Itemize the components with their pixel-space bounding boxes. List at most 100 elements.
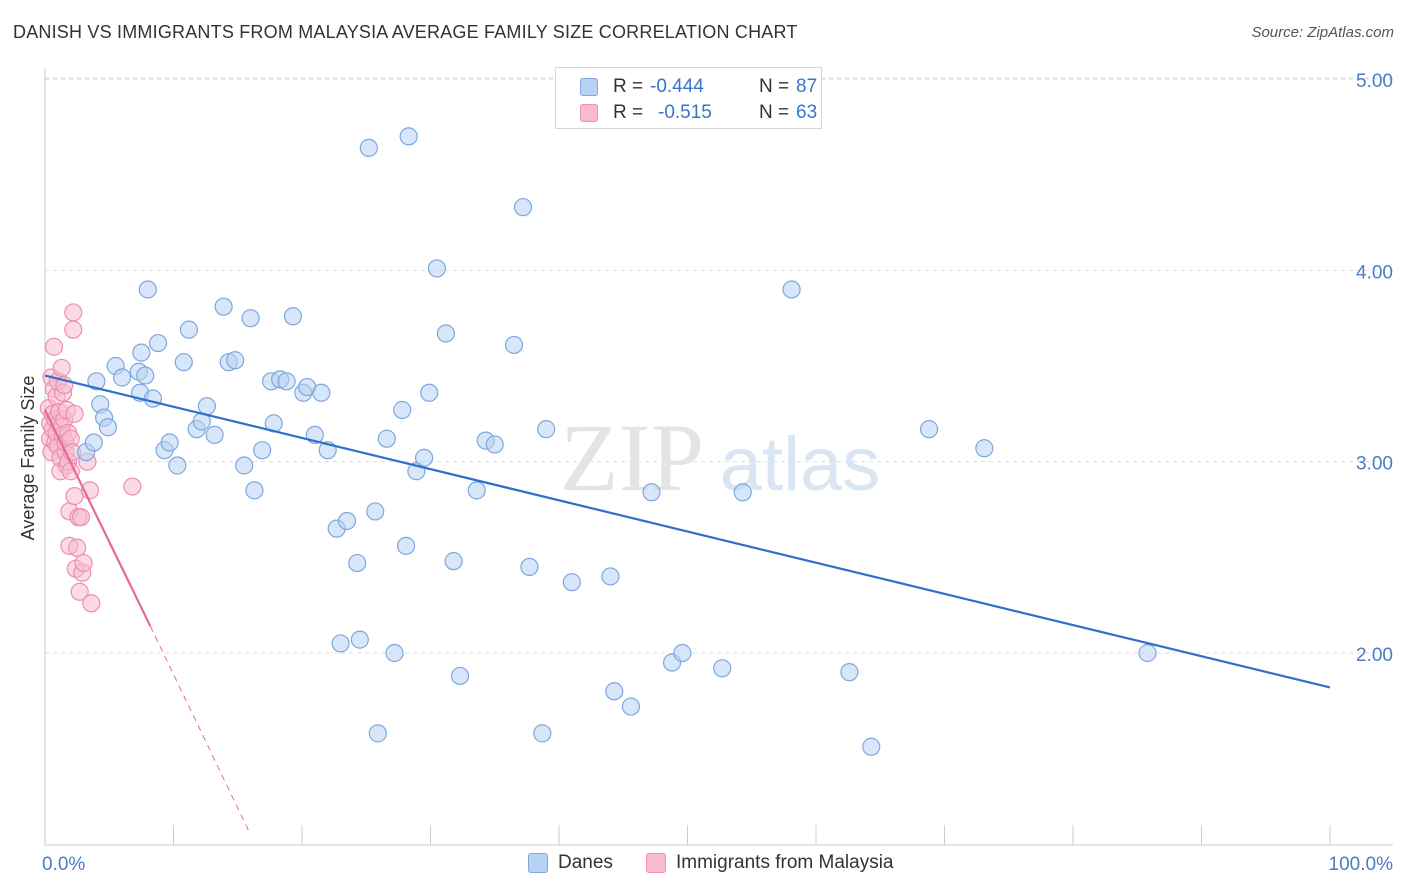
malaysia-point xyxy=(52,358,71,378)
danes-point xyxy=(385,643,404,663)
danes-point xyxy=(621,697,641,716)
danes-point xyxy=(337,511,357,531)
danes-point xyxy=(283,307,303,326)
danes-point xyxy=(331,634,350,653)
malaysia-trend-line xyxy=(44,409,152,627)
grid-layer xyxy=(45,77,1393,654)
danes-point xyxy=(312,383,331,402)
danes-point xyxy=(840,663,859,682)
danes-point xyxy=(226,351,245,370)
danes-point xyxy=(197,397,217,416)
danes-point xyxy=(214,297,233,316)
danes-point xyxy=(366,502,385,521)
danes-point xyxy=(444,552,463,571)
danes-trend-line xyxy=(44,374,1331,689)
malaysia-points xyxy=(39,303,142,613)
danes-point xyxy=(436,324,456,343)
danes-point xyxy=(450,666,470,686)
danes-point xyxy=(205,425,224,444)
danes-point xyxy=(782,280,801,299)
correlation-legend: R = -0.444 N = 87 R = -0.515 N = 63 xyxy=(555,67,822,129)
danes-point xyxy=(862,737,881,756)
danes-point xyxy=(537,420,556,439)
danes-point xyxy=(420,383,439,402)
malaysia-legend-swatch xyxy=(646,853,666,873)
danes-point xyxy=(513,198,533,217)
danes-point xyxy=(485,435,504,454)
malaysia-point xyxy=(65,487,84,506)
danes-point xyxy=(174,353,193,372)
danes-r-value: -0.444 xyxy=(650,76,704,97)
danes-point xyxy=(467,481,486,500)
danes-point xyxy=(562,573,581,592)
danes-point xyxy=(733,483,752,502)
watermark: ZIP atlas xyxy=(560,404,880,511)
danes-point xyxy=(396,536,416,555)
y-tick-label: 5.00 xyxy=(1356,71,1393,92)
danes-point xyxy=(179,320,199,339)
malaysia-point xyxy=(123,477,142,496)
danes-point xyxy=(713,659,732,678)
danes-point xyxy=(98,418,118,437)
malaysia-point xyxy=(65,404,84,423)
danes-legend-swatch xyxy=(528,853,548,873)
danes-point xyxy=(368,724,387,743)
danes-point xyxy=(377,429,396,448)
chart-source: Source: ZipAtlas.com xyxy=(1251,24,1394,41)
danes-point xyxy=(148,333,168,353)
danes-point xyxy=(504,335,524,355)
malaysia-point xyxy=(70,582,89,601)
danes-point xyxy=(414,448,434,467)
danes-swatch xyxy=(580,78,598,96)
danes-point xyxy=(84,433,103,452)
x-tick-label-max: 100.0% xyxy=(1329,854,1394,875)
n-label: N = xyxy=(759,102,790,123)
danes-point xyxy=(277,372,296,391)
malaysia-point xyxy=(74,553,93,573)
danes-point xyxy=(533,724,552,743)
danes-point xyxy=(350,630,369,649)
axis-labels: 2.00 3.00 4.00 5.00 0.0% 100.0% Average Family… xyxy=(18,71,1393,875)
malaysia-legend-label: Immigrants from Malaysia xyxy=(676,852,894,873)
y-axis-label: Average Family Size xyxy=(18,376,38,541)
danes-point xyxy=(393,400,412,420)
danes-legend-label: Danes xyxy=(558,852,613,873)
y-tick-label: 3.00 xyxy=(1356,454,1393,475)
danes-point xyxy=(168,456,187,475)
watermark-zip: ZIP xyxy=(560,404,704,511)
danes-point xyxy=(112,368,132,387)
danes-point xyxy=(975,439,994,458)
malaysia-n-value: 63 xyxy=(796,102,818,123)
danes-point xyxy=(132,343,151,362)
danes-point xyxy=(245,481,264,500)
y-tick-label: 4.00 xyxy=(1356,262,1393,283)
danes-point xyxy=(605,682,624,701)
trend-lines xyxy=(44,374,1331,835)
danes-point xyxy=(520,557,539,577)
danes-point xyxy=(348,553,367,573)
chart-title: DANISH VS IMMIGRANTS FROM MALAYSIA AVERA… xyxy=(13,22,798,42)
n-label: N = xyxy=(759,76,790,97)
malaysia-point xyxy=(64,303,83,322)
danes-point xyxy=(399,127,418,146)
danes-point xyxy=(87,372,106,391)
danes-point xyxy=(235,456,254,475)
danes-point xyxy=(143,389,163,408)
danes-point xyxy=(919,420,939,439)
malaysia-point xyxy=(44,337,64,356)
danes-point xyxy=(427,259,447,278)
r-label: R = xyxy=(613,102,644,123)
malaysia-point xyxy=(71,508,91,527)
danes-points xyxy=(77,127,1157,756)
malaysia-r-value: -0.515 xyxy=(658,102,712,123)
malaysia-point xyxy=(82,594,101,613)
malaysia-point xyxy=(68,538,87,557)
danes-point xyxy=(1138,643,1157,663)
danes-point xyxy=(241,309,260,328)
malaysia-point xyxy=(64,320,83,339)
danes-point xyxy=(138,280,157,299)
x-tick-label-min: 0.0% xyxy=(42,854,85,875)
r-label: R = xyxy=(613,76,644,97)
danes-point xyxy=(253,441,272,460)
